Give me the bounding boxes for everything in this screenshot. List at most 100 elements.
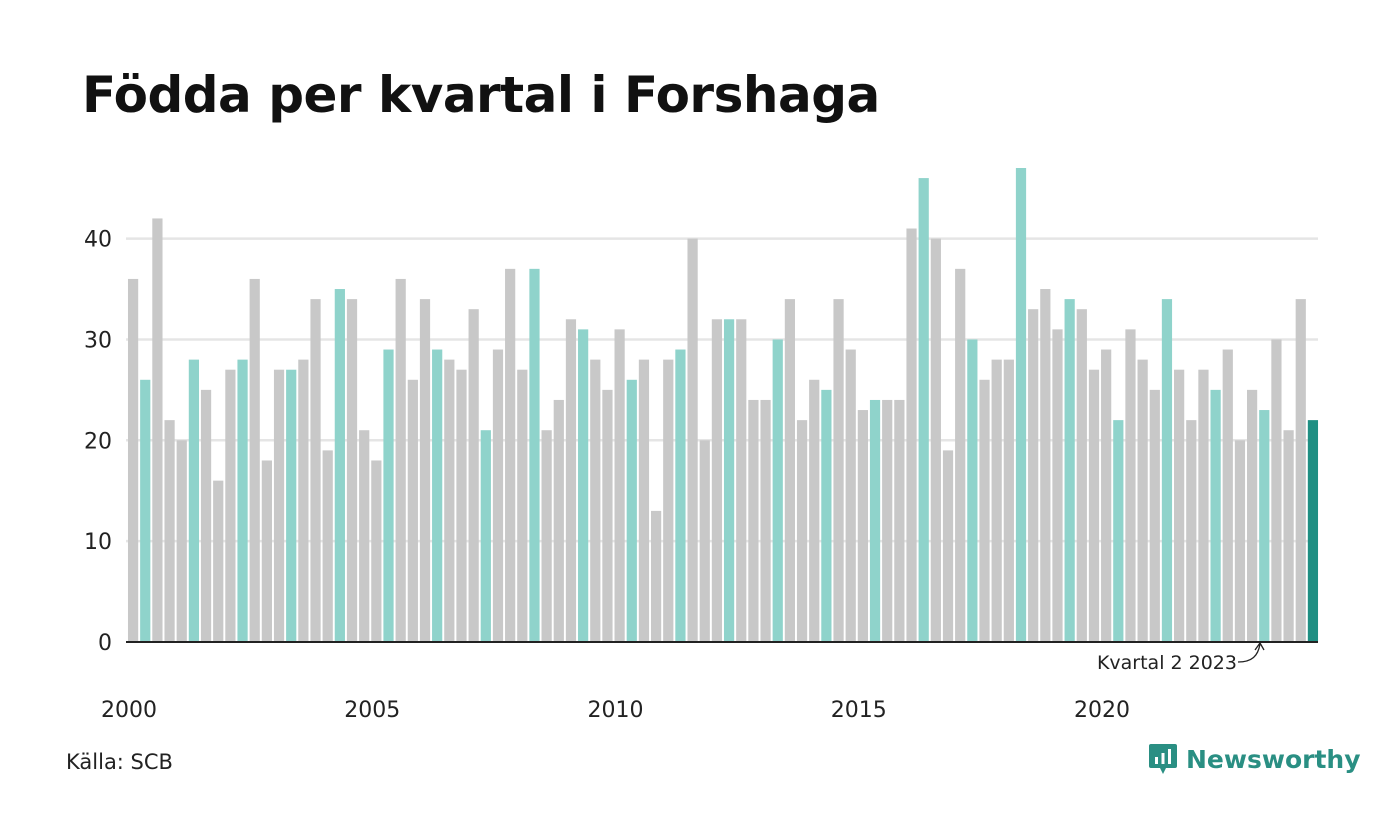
bar [772,339,783,642]
bar [1040,289,1051,642]
bar [869,399,881,642]
y-tick-label: 30 [84,328,112,353]
bar [590,359,601,642]
bar [261,460,272,642]
bar [784,299,796,642]
bar [553,399,564,642]
bar [273,369,285,642]
bar [1028,309,1039,642]
annotation: Kvartal 2 2023 [1097,641,1265,674]
bar [225,369,236,642]
bar [334,289,345,642]
bar [626,379,637,642]
bar [1198,369,1209,642]
bar [237,359,248,642]
bar [809,379,820,642]
bar [857,410,868,642]
bar [979,379,990,642]
y-tick-label: 10 [84,530,112,555]
bar [1149,389,1160,642]
x-axis-ticks: 2000 2005 2010 2015 2020 [101,698,1130,723]
bar [152,218,163,642]
bar [492,349,504,642]
bar [650,510,662,642]
bar [699,440,710,642]
x-tick-label: 2005 [344,698,400,723]
bar [1186,420,1197,642]
bar [845,349,856,642]
bar [1113,420,1124,642]
bar [213,480,224,642]
bar [164,420,175,642]
bar [529,268,540,642]
bar [1271,339,1282,642]
chart-title: Födda per kvartal i Forshaga [82,66,880,124]
bar [371,460,382,642]
bar [1052,329,1063,642]
bar [249,278,260,642]
bar [1088,369,1100,642]
bar [395,278,406,642]
bar [1003,359,1014,642]
bar [1137,359,1148,642]
bar [760,399,771,642]
bar [127,278,139,642]
bar [359,430,370,642]
bar [821,389,832,642]
bar [1259,410,1270,642]
bar [565,319,577,642]
bar [1174,369,1185,642]
newsworthy-logo-icon [1149,744,1177,774]
bar [796,420,808,642]
bar [1101,349,1112,642]
bar [638,359,650,642]
bar [1125,329,1136,642]
y-tick-label: 20 [84,429,112,454]
bar [1246,389,1258,642]
bars [127,168,1319,643]
bar [1015,168,1027,642]
bar [176,440,187,642]
y-tick-label: 40 [84,228,112,253]
bar [322,450,333,642]
bar [1064,299,1075,642]
bar [1222,349,1233,642]
bar [663,359,674,642]
bar [882,399,893,642]
bar [200,389,212,642]
x-tick-label: 2000 [101,698,157,723]
bar [833,299,844,642]
bar [955,268,966,642]
bar [286,369,297,642]
bar [310,299,321,642]
y-tick-label: 0 [98,631,112,656]
x-tick-label: 2015 [831,698,887,723]
bar [468,309,479,642]
bar [456,369,467,642]
bar [419,299,431,642]
bar [675,349,686,642]
bar [942,450,954,642]
bar [930,238,941,642]
bar [723,319,735,642]
bar [1161,299,1173,642]
brand-name: Newsworthy [1186,744,1361,774]
bar [894,399,905,642]
bar [602,389,613,642]
bar [1210,389,1221,642]
bar [480,430,491,642]
bar [711,319,723,642]
bar [505,268,516,642]
bar [346,299,358,642]
bar [748,399,759,642]
bar [407,379,418,642]
bar [140,379,151,642]
bar [991,359,1002,642]
bar [578,329,589,642]
bar [967,339,978,642]
bar [614,329,625,642]
y-axis-ticks: 0 10 20 30 40 [84,228,112,656]
x-tick-label: 2020 [1074,698,1130,723]
annotation-label: Kvartal 2 2023 [1097,652,1237,674]
